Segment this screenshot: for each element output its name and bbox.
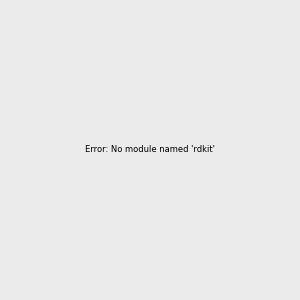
Text: Error: No module named 'rdkit': Error: No module named 'rdkit' bbox=[85, 146, 215, 154]
